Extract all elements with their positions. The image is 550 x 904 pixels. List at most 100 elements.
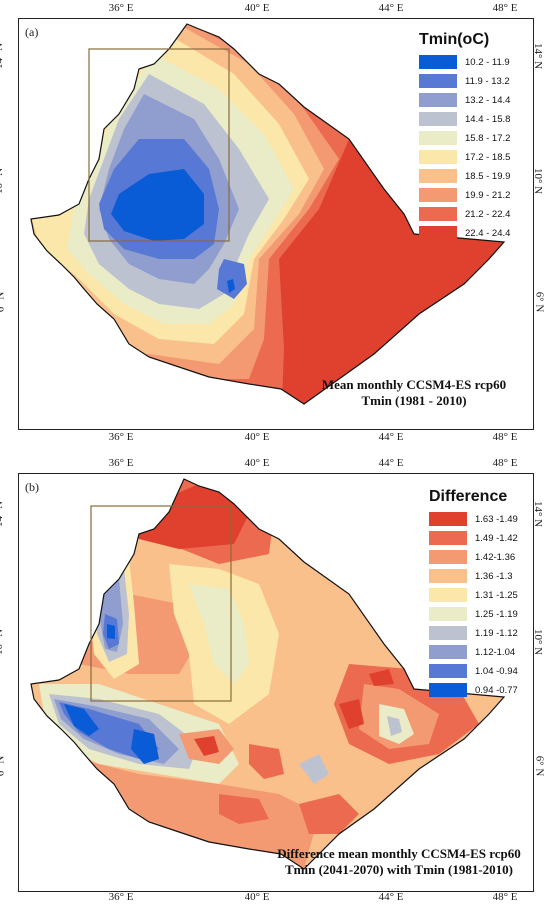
a-legend-swatch bbox=[419, 55, 457, 69]
b-legend-item: 1.49 -1.42 bbox=[429, 529, 518, 547]
b-legend-swatch bbox=[429, 512, 467, 526]
a-legend-item: 14.4 - 15.8 bbox=[419, 110, 510, 128]
a-legend-label: 18.5 - 19.9 bbox=[465, 170, 511, 182]
b-legend-item: 0.94 -0.77 bbox=[429, 681, 518, 699]
a-legend-item: 17.2 - 18.5 bbox=[419, 148, 510, 166]
b-legend-swatch bbox=[429, 531, 467, 545]
b-legend-label: 1.63 -1.49 bbox=[475, 513, 518, 525]
lat-tick-a-right-14: 14° N bbox=[532, 42, 545, 70]
b-legend-item: 1.04 -0.94 bbox=[429, 662, 518, 680]
caption-a-line2: Tmin (1981 - 2010) bbox=[361, 393, 467, 408]
b-legend-item: 1.19 -1.12 bbox=[429, 624, 518, 642]
lat-tick-b-right-14: 14° N bbox=[532, 500, 545, 528]
map-panel-a: (a) Tmin(oC) 10.2 - 11.9 11.9 - 13.2 13.2 … bbox=[18, 18, 534, 430]
b-legend-swatch bbox=[429, 607, 467, 621]
lat-tick-b-right-6: 6° N bbox=[533, 755, 546, 777]
b-legend-item: 1.12-1.04 bbox=[429, 643, 518, 661]
a-legend-swatch bbox=[419, 169, 457, 183]
a-legend-label: 10.2 - 11.9 bbox=[465, 56, 510, 68]
b-legend-label: 1.25 -1.19 bbox=[475, 608, 518, 620]
b-legend-label: 1.42-1.36 bbox=[475, 551, 516, 563]
a-legend-label: 14.4 - 15.8 bbox=[465, 113, 511, 125]
legend-b: Difference 1.63 -1.49 1.49 -1.42 1.42-1.36… bbox=[429, 488, 518, 700]
lon-tick-b-bottom-48: 48° E bbox=[492, 891, 518, 903]
caption-b-line2: Tmin (2041-2070) with Tmin (1981-2010) bbox=[285, 862, 513, 877]
lon-tick-b-top-44: 44° E bbox=[378, 457, 404, 469]
b-legend-label: 1.19 -1.12 bbox=[475, 627, 518, 639]
lat-tick-a-left-14: 14° N bbox=[0, 43, 6, 70]
lon-tick-a-top-36: 36° E bbox=[108, 2, 134, 14]
b-legend-label: 1.12-1.04 bbox=[475, 646, 516, 658]
a-legend-item: 13.2 - 14.4 bbox=[419, 91, 510, 109]
b-legend-swatch bbox=[429, 664, 467, 678]
b-legend-swatch bbox=[429, 569, 467, 583]
a-legend-item: 15.8 - 17.2 bbox=[419, 129, 510, 147]
a-legend-item: 18.5 - 19.9 bbox=[419, 167, 510, 185]
lon-tick-a-top-48: 48° E bbox=[492, 2, 518, 14]
a-legend-item: 21.2 - 22.4 bbox=[419, 205, 510, 223]
lon-tick-a-bottom-40: 40° E bbox=[244, 431, 270, 443]
lat-tick-a-right-10: 10° N bbox=[532, 167, 545, 195]
lon-tick-b-bottom-44: 44° E bbox=[378, 891, 404, 903]
lat-tick-b-left-14: 14° N bbox=[0, 501, 6, 528]
study-area-box-a bbox=[88, 48, 230, 242]
lon-tick-b-top-36: 36° E bbox=[108, 457, 134, 469]
lon-tick-a-top-44: 44° E bbox=[378, 2, 404, 14]
panel-label-a: (a) bbox=[25, 25, 39, 39]
legend-title-b: Difference bbox=[429, 488, 508, 505]
a-legend-item: 10.2 - 11.9 bbox=[419, 53, 510, 71]
a-legend-swatch bbox=[419, 226, 457, 240]
map-panel-b: (b) Difference 1.63 -1.49 1.49 -1.42 1.42-… bbox=[18, 473, 534, 892]
a-legend-label: 17.2 - 18.5 bbox=[465, 151, 511, 163]
legend-title-a: Tmin(oC) bbox=[419, 31, 490, 48]
lat-tick-b-left-6: 6° N bbox=[0, 756, 7, 777]
caption-b-line1: Difference mean monthly CCSM4-ES rcp60 bbox=[277, 846, 521, 861]
a-legend-label: 22.4 - 24.4 bbox=[465, 227, 511, 239]
panel-label-b: (b) bbox=[25, 480, 39, 494]
a-legend-swatch bbox=[419, 188, 457, 202]
b-legend-swatch bbox=[429, 588, 467, 602]
lon-tick-a-bottom-36: 36° E bbox=[108, 431, 134, 443]
b-legend-item: 1.25 -1.19 bbox=[429, 605, 518, 623]
a-legend-swatch bbox=[419, 150, 457, 164]
b-legend-label: 0.94 -0.77 bbox=[475, 684, 518, 696]
study-area-box-b bbox=[90, 505, 232, 702]
lon-tick-a-bottom-48: 48° E bbox=[492, 431, 518, 443]
lat-tick-b-left-10: 10° N bbox=[0, 629, 6, 656]
lon-tick-b-top-48: 48° E bbox=[492, 457, 518, 469]
map-b-svg bbox=[30, 478, 506, 870]
b-legend-item: 1.63 -1.49 bbox=[429, 510, 518, 528]
lon-tick-a-top-40: 40° E bbox=[244, 2, 270, 14]
lon-tick-b-top-40: 40° E bbox=[244, 457, 270, 469]
lat-tick-a-left-6: 6° N bbox=[0, 292, 7, 313]
b-legend-label: 1.49 -1.42 bbox=[475, 532, 518, 544]
a-legend-swatch bbox=[419, 74, 457, 88]
a-legend-label: 21.2 - 22.4 bbox=[465, 208, 511, 220]
lon-tick-b-bottom-40: 40° E bbox=[244, 891, 270, 903]
a-legend-item: 19.9 - 21.2 bbox=[419, 186, 510, 204]
a-legend-label: 11.9 - 13.2 bbox=[465, 75, 510, 87]
b-legend-label: 1.04 -0.94 bbox=[475, 665, 518, 677]
b-legend-item: 1.36 -1.3 bbox=[429, 567, 518, 585]
b-legend-label: 1.36 -1.3 bbox=[475, 570, 513, 582]
a-legend-item: 22.4 - 24.4 bbox=[419, 224, 510, 242]
a-legend-swatch bbox=[419, 93, 457, 107]
legend-a: Tmin(oC) 10.2 - 11.9 11.9 - 13.2 13.2 - 14… bbox=[419, 31, 510, 243]
b-legend-swatch bbox=[429, 626, 467, 640]
ethiopia-border-b bbox=[30, 478, 506, 870]
lat-tick-a-left-10: 10° N bbox=[0, 168, 6, 195]
ethiopia-border-a bbox=[30, 23, 506, 405]
a-legend-item: 11.9 - 13.2 bbox=[419, 72, 510, 90]
b-legend-swatch bbox=[429, 645, 467, 659]
b-legend-item: 1.31 -1.25 bbox=[429, 586, 518, 604]
lon-tick-b-bottom-36: 36° E bbox=[108, 891, 134, 903]
a-legend-label: 13.2 - 14.4 bbox=[465, 94, 511, 106]
a-legend-swatch bbox=[419, 112, 457, 126]
lat-tick-b-right-10: 10° N bbox=[532, 628, 545, 656]
a-legend-swatch bbox=[419, 131, 457, 145]
b-legend-label: 1.31 -1.25 bbox=[475, 589, 518, 601]
a-legend-swatch bbox=[419, 207, 457, 221]
caption-a-line1: Mean monthly CCSM4-ES rcp60 bbox=[321, 377, 507, 392]
b-legend-item: 1.42-1.36 bbox=[429, 548, 518, 566]
caption-a: Mean monthly CCSM4-ES rcp60 Tmin (1981 -… bbox=[289, 377, 539, 409]
